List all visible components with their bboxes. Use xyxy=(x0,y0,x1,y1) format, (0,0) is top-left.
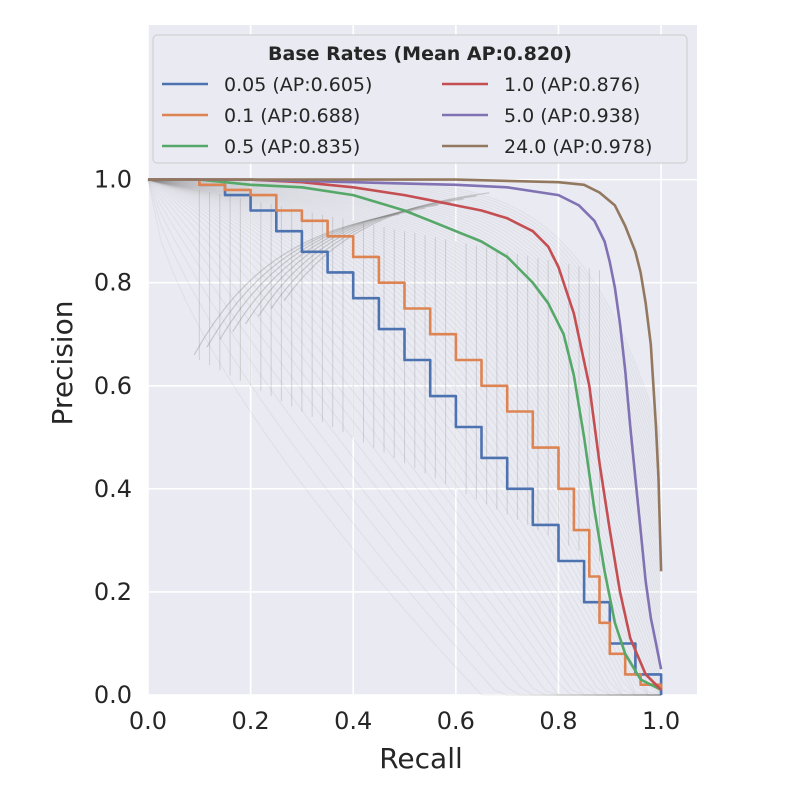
x-axis-label: Recall xyxy=(379,742,463,775)
x-tick-label: 0.0 xyxy=(129,707,167,735)
background-rising-curve xyxy=(219,207,426,340)
legend-label: 24.0 (AP:0.978) xyxy=(504,136,652,158)
background-curve xyxy=(147,179,662,565)
series-line-3 xyxy=(148,178,663,691)
y-tick-label: 0.6 xyxy=(94,372,132,400)
x-tick-label: 0.2 xyxy=(232,707,270,735)
background-curve xyxy=(147,179,662,696)
background-curve xyxy=(147,179,662,508)
legend-label: 1.0 (AP:0.876) xyxy=(504,74,640,96)
background-curve xyxy=(147,179,662,696)
background-curve xyxy=(147,179,662,696)
y-axis-label: Precision xyxy=(46,301,79,426)
y-tick-label: 0.2 xyxy=(94,578,132,606)
legend-entries: 0.05 (AP:0.605) 0.1 (AP:0.688) 0.5 (AP:0.8… xyxy=(162,74,652,158)
background-curve xyxy=(147,179,662,540)
background-curve xyxy=(147,179,662,696)
legend: Base Rates (Mean AP:0.820) 0.05 (AP:0.60… xyxy=(152,34,688,164)
series-line-1 xyxy=(148,178,663,690)
background-curve xyxy=(147,179,662,457)
background-curve xyxy=(147,179,662,696)
x-axis-ticks: 0.0 0.2 0.4 0.6 0.8 1.0 xyxy=(129,707,680,735)
legend-label: 5.0 (AP:0.938) xyxy=(504,105,640,127)
x-tick-label: 0.6 xyxy=(437,707,475,735)
background-curve xyxy=(147,179,662,533)
background-curve xyxy=(147,179,662,696)
background-curve xyxy=(147,179,662,679)
series-line-2 xyxy=(148,178,662,691)
background-curve xyxy=(147,179,662,696)
x-tick-label: 0.4 xyxy=(334,707,372,735)
background-curve xyxy=(147,179,662,696)
background-curve xyxy=(147,179,662,696)
background-curve xyxy=(147,179,662,696)
x-tick-label: 0.8 xyxy=(539,707,577,735)
y-axis-ticks: 0.0 0.2 0.4 0.6 0.8 1.0 xyxy=(94,166,132,709)
background-curve xyxy=(147,179,662,628)
series-lines xyxy=(148,178,663,695)
legend-label: 0.1 (AP:0.688) xyxy=(224,105,360,127)
background-rising-curve xyxy=(257,198,464,317)
y-tick-label: 0.4 xyxy=(94,475,132,503)
background-curve xyxy=(147,179,662,552)
series-line-0 xyxy=(148,178,663,695)
background-curve xyxy=(147,179,662,692)
background-rising-curve xyxy=(193,213,400,356)
background-curve xyxy=(147,179,662,609)
y-tick-label: 0.8 xyxy=(94,269,132,297)
background-rising-curve xyxy=(206,210,413,348)
background-curve xyxy=(147,179,662,616)
x-tick-label: 1.0 xyxy=(642,707,680,735)
background-curve xyxy=(147,179,662,696)
background-curve xyxy=(147,179,662,696)
background-curve xyxy=(147,179,662,696)
series-line-4 xyxy=(148,178,663,670)
legend-title: Base Rates (Mean AP:0.820) xyxy=(268,43,572,65)
background-curve xyxy=(147,179,662,635)
legend-label: 0.5 (AP:0.835) xyxy=(224,136,360,158)
legend-box xyxy=(152,34,688,164)
y-tick-label: 0.0 xyxy=(94,681,132,709)
y-tick-label: 1.0 xyxy=(94,166,132,194)
background-rising-curve xyxy=(245,201,451,325)
legend-label: 0.05 (AP:0.605) xyxy=(224,74,372,96)
background-curve xyxy=(147,179,662,696)
background-curve xyxy=(147,179,662,622)
background-curve xyxy=(147,179,662,696)
background-curve xyxy=(147,179,662,686)
background-curve xyxy=(147,179,662,463)
background-rising-curve xyxy=(283,192,490,302)
background-curve xyxy=(147,179,662,696)
background-curve xyxy=(147,179,662,696)
background-curve xyxy=(147,179,662,673)
background-curve xyxy=(147,179,662,559)
series-line-5 xyxy=(148,178,663,572)
background-curve xyxy=(147,179,662,696)
background-curve xyxy=(147,179,662,696)
background-curve xyxy=(147,179,662,696)
